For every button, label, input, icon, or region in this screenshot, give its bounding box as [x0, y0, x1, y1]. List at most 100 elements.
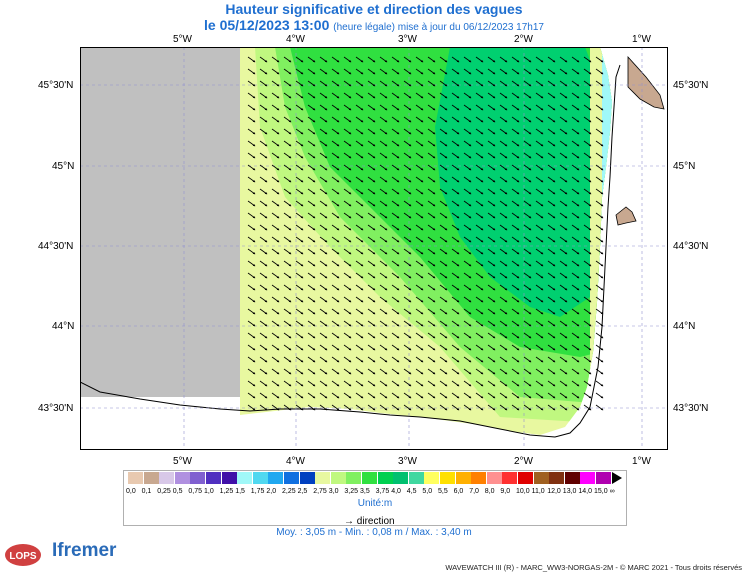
- direction-arrow: [367, 380, 376, 387]
- lat-tick-right-44-30: 44°30'N: [673, 241, 709, 252]
- map-frame: [80, 47, 668, 450]
- colorbar-tick-label: 2,0: [266, 488, 277, 495]
- direction-arrow: [415, 272, 424, 279]
- colorbar-swatch: [502, 472, 518, 484]
- direction-arrow: [523, 104, 532, 111]
- direction-arrow: [379, 404, 388, 411]
- direction-arrow: [271, 332, 280, 339]
- direction-arrow: [355, 356, 364, 363]
- direction-arrow: [463, 152, 472, 159]
- direction-arrow: [559, 332, 568, 339]
- direction-arrow: [571, 380, 580, 387]
- direction-arrow: [355, 80, 364, 87]
- direction-arrow: [559, 80, 568, 87]
- direction-arrow: [319, 140, 328, 147]
- direction-arrow: [415, 380, 424, 387]
- direction-arrow: [367, 80, 376, 87]
- direction-arrow: [439, 56, 448, 63]
- direction-arrow: [295, 320, 304, 327]
- direction-arrow: [535, 224, 544, 231]
- direction-arrow: [523, 56, 532, 63]
- direction-arrow: [463, 296, 472, 303]
- direction-arrow: [559, 236, 568, 243]
- direction-arrow: [379, 212, 388, 219]
- direction-arrow: [595, 104, 604, 111]
- direction-arrow: [583, 248, 592, 255]
- direction-arrow: [259, 404, 268, 411]
- colorbar-swatch: [408, 472, 424, 484]
- direction-arrow: [415, 200, 424, 207]
- lon-tick-bottom-2w: 2°W: [514, 456, 533, 467]
- direction-arrow: [343, 320, 352, 327]
- direction-arrow: [511, 308, 520, 315]
- direction-arrow: [391, 308, 400, 315]
- direction-arrow: [451, 164, 460, 171]
- direction-arrow: [571, 332, 580, 339]
- direction-arrow: [499, 80, 508, 87]
- direction-arrow: [439, 320, 448, 327]
- direction-arrow: [427, 188, 436, 195]
- direction-arrow: [319, 164, 328, 171]
- direction-arrow: [259, 116, 268, 123]
- direction-key: → direction: [344, 516, 395, 527]
- direction-arrow: [595, 212, 604, 219]
- direction-arrow: [427, 380, 436, 387]
- direction-arrow: [535, 92, 544, 99]
- direction-arrow: [259, 188, 268, 195]
- direction-arrow: [487, 320, 496, 327]
- direction-arrow: [343, 140, 352, 147]
- direction-arrow: [271, 92, 280, 99]
- direction-arrow: [463, 164, 472, 171]
- direction-arrow: [271, 248, 280, 255]
- direction-arrow: [331, 176, 340, 183]
- direction-arrow: [415, 356, 424, 363]
- direction-arrow: [247, 392, 256, 399]
- direction-arrow: [295, 116, 304, 123]
- bay-of-biscay-coast-south: [79, 64, 621, 438]
- direction-arrow: [595, 404, 604, 411]
- direction-arrow: [499, 392, 508, 399]
- colorbar-tick-label: 3,75: [375, 488, 390, 495]
- direction-arrow: [391, 152, 400, 159]
- direction-arrow: [391, 128, 400, 135]
- direction-arrow: [475, 212, 484, 219]
- direction-arrow: [331, 140, 340, 147]
- direction-arrow: [439, 176, 448, 183]
- colorbar-swatch: [362, 472, 377, 484]
- direction-arrow: [307, 212, 316, 219]
- colorbar-tick-label: ∞: [609, 488, 615, 495]
- direction-arrow: [451, 392, 460, 399]
- direction-arrow: [367, 92, 376, 99]
- direction-arrow: [331, 368, 340, 375]
- direction-arrow: [427, 116, 436, 123]
- wave-height-map: [79, 47, 668, 450]
- direction-arrow: [295, 356, 304, 363]
- direction-arrow: [487, 332, 496, 339]
- direction-arrow: [307, 188, 316, 195]
- direction-arrow: [535, 56, 544, 63]
- direction-arrow: [451, 212, 460, 219]
- direction-arrow: [583, 332, 592, 339]
- colorbar-swatch: [518, 472, 533, 484]
- direction-arrow: [583, 212, 592, 219]
- direction-arrow: [451, 140, 460, 147]
- direction-arrow: [415, 248, 424, 255]
- direction-arrow: [307, 140, 316, 147]
- direction-arrow: [463, 404, 472, 411]
- direction-arrow: [379, 80, 388, 87]
- direction-arrow: [319, 248, 328, 255]
- direction-arrow: [535, 188, 544, 195]
- direction-arrow: [571, 176, 580, 183]
- direction-arrow: [499, 140, 508, 147]
- direction-arrow: [283, 248, 292, 255]
- direction-arrow: [343, 248, 352, 255]
- direction-arrow: [355, 152, 364, 159]
- direction-arrow: [283, 404, 292, 411]
- direction-arrow: [331, 260, 340, 267]
- direction-arrow: [463, 176, 472, 183]
- direction-arrow: [451, 344, 460, 351]
- direction-arrow: [391, 320, 400, 327]
- direction-arrow: [511, 404, 520, 411]
- direction-arrow: [331, 92, 340, 99]
- direction-arrow: [247, 368, 256, 375]
